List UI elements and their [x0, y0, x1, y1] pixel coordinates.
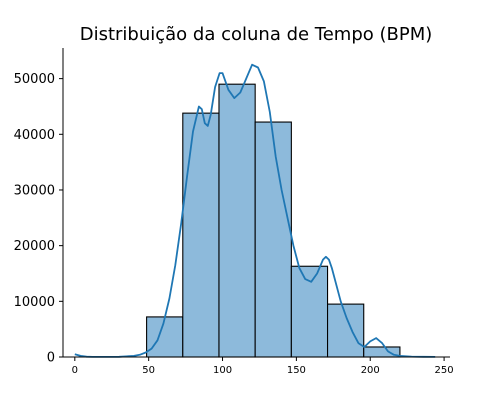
kde-curve [74, 63, 436, 358]
histogram-bar-5 [326, 303, 365, 358]
x-tick-label-3: 150 [287, 365, 306, 376]
chart-title: Distribuição da coluna de Tempo (BPM) [80, 24, 433, 45]
x-tick-label-0: 0 [72, 365, 78, 376]
histogram-bar-0 [146, 316, 184, 358]
y-ticks-group: 0 10000 20000 30000 40000 50000 [14, 72, 63, 366]
x-tick-label-1: 50 [142, 365, 155, 376]
y-tick-label-5: 50000 [14, 72, 55, 87]
y-tick-label-4: 40000 [14, 128, 55, 143]
histogram-bar-1 [182, 112, 220, 358]
x-tick-label-2: 100 [213, 365, 232, 376]
histogram-bar-4 [290, 265, 329, 358]
y-tick-label-2: 20000 [14, 239, 55, 254]
x-ticks-group: 0 50 100 150 200 250 [72, 357, 454, 376]
histogram-bar-3 [254, 121, 292, 358]
y-tick-label-1: 10000 [14, 295, 55, 310]
x-tick-label-4: 200 [361, 365, 380, 376]
y-tick-label-3: 30000 [14, 183, 55, 198]
y-tick-label-0: 0 [47, 351, 55, 366]
x-tick-label-5: 250 [435, 365, 454, 376]
histogram-bar-2 [218, 83, 256, 358]
bars-group [146, 83, 401, 358]
